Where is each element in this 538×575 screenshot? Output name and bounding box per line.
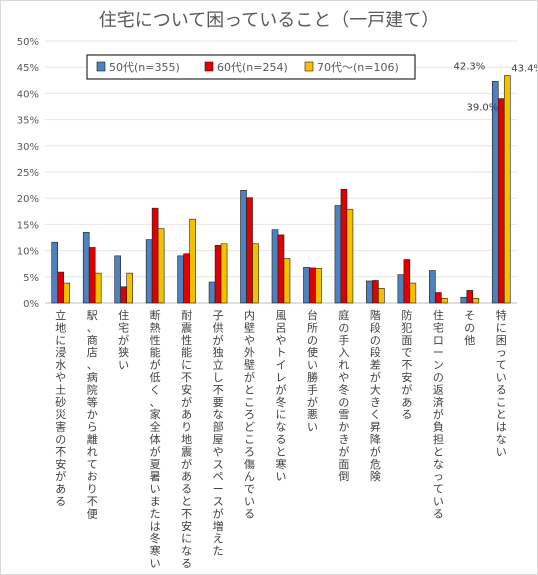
bar bbox=[340, 188, 348, 304]
bar bbox=[309, 267, 316, 304]
bar bbox=[114, 255, 121, 304]
data-label: 43.4% bbox=[511, 64, 537, 75]
bar bbox=[51, 241, 59, 304]
bars bbox=[51, 75, 511, 304]
y-tick-label: 45% bbox=[17, 63, 39, 74]
bar bbox=[126, 272, 133, 304]
y-tick-label: 20% bbox=[17, 194, 39, 205]
category-label: 特に困っていることはない bbox=[496, 308, 507, 458]
bar bbox=[240, 190, 247, 304]
bar bbox=[120, 286, 127, 304]
data-label: 39.0% bbox=[466, 103, 498, 114]
category-label: 台所の使い勝手が悪い bbox=[307, 308, 318, 434]
legend-label: 60代(n=254) bbox=[217, 61, 288, 74]
legend-box bbox=[86, 54, 416, 80]
bar bbox=[503, 75, 511, 304]
gridlines bbox=[45, 40, 517, 304]
bar bbox=[271, 229, 279, 304]
bar bbox=[372, 280, 379, 304]
y-tick-label: 5% bbox=[23, 273, 39, 284]
category-label: 庭の手入れや冬の雪かきが面倒 bbox=[338, 308, 349, 483]
bar bbox=[63, 282, 71, 304]
y-axis-ticks: 0% 5% 10% 15% 20% 25% 30% 35% 40% 45% 50% bbox=[17, 37, 39, 310]
bar bbox=[303, 267, 310, 304]
bar bbox=[491, 81, 499, 304]
bar bbox=[246, 197, 253, 304]
bar bbox=[283, 258, 291, 304]
category-label: 断熱性能が低く、家全体が夏暑いまたは冬寒い bbox=[150, 308, 161, 570]
category-label: 内壁や外壁がところどころ傷んでいる bbox=[244, 308, 255, 520]
y-tick-label: 0% bbox=[23, 299, 39, 310]
bar bbox=[145, 239, 153, 304]
bar bbox=[429, 270, 436, 304]
bar bbox=[189, 218, 196, 304]
data-label: 42.3% bbox=[453, 61, 485, 72]
legend-label: 70代〜(n=106) bbox=[317, 61, 399, 74]
bar bbox=[208, 281, 216, 304]
bar bbox=[472, 297, 480, 304]
y-tick-label: 50% bbox=[17, 37, 39, 48]
bar bbox=[220, 243, 228, 304]
y-tick-label: 10% bbox=[17, 247, 39, 258]
y-tick-label: 15% bbox=[17, 220, 39, 231]
bar bbox=[409, 282, 417, 304]
bar bbox=[435, 292, 442, 304]
bar bbox=[88, 247, 96, 304]
bar bbox=[315, 268, 322, 304]
chart-title: 住宅について困っていること（一戸建て） bbox=[99, 10, 440, 31]
bar bbox=[378, 288, 385, 304]
bar bbox=[277, 234, 285, 304]
category-label: 風呂やトイレが冬になると寒い bbox=[276, 309, 287, 483]
bar bbox=[82, 231, 90, 304]
category-label: 耐震性能に不安があり地震があると不安になる bbox=[181, 309, 192, 570]
bar bbox=[157, 228, 165, 304]
category-label: 駅、商店、病院等から離れており不便 bbox=[87, 309, 98, 520]
category-label: 子供が独立し不要な部屋やスペースが増えた bbox=[213, 309, 224, 558]
y-tick-label: 40% bbox=[17, 89, 39, 100]
category-label: その他 bbox=[464, 309, 475, 347]
category-label: 防犯面で不安がある bbox=[401, 308, 412, 421]
legend-swatch bbox=[96, 61, 106, 72]
data-labels: 42.3% 39.0% 43.4% bbox=[453, 61, 537, 113]
bar bbox=[497, 98, 505, 304]
legend-swatch bbox=[304, 61, 314, 72]
bar bbox=[346, 208, 354, 304]
bar bbox=[151, 207, 159, 304]
category-label: 階段の段差が大きく昇降が危険 bbox=[370, 308, 381, 483]
y-tick-label: 25% bbox=[17, 168, 39, 179]
bar bbox=[252, 243, 259, 304]
legend-swatch bbox=[204, 61, 214, 72]
category-labels: 立地に浸水や土砂災害の不安がある 駅、商店、病院等から離れており不便 住宅が狭い 断熱… bbox=[55, 308, 507, 570]
bar bbox=[334, 205, 342, 304]
bar bbox=[441, 297, 448, 304]
category-label: 住宅ローンの返済が負担となっている bbox=[433, 308, 444, 520]
bar bbox=[94, 272, 102, 304]
bar bbox=[183, 253, 190, 304]
bar bbox=[460, 296, 468, 304]
y-tick-label: 35% bbox=[17, 116, 39, 127]
legend-label: 50代(n=355) bbox=[109, 61, 180, 74]
bar bbox=[403, 259, 411, 304]
category-label: 立地に浸水や土砂災害の不安がある bbox=[55, 308, 66, 508]
y-tick-label: 30% bbox=[17, 142, 39, 153]
bar bbox=[466, 290, 474, 304]
bar bbox=[366, 280, 373, 304]
bar bbox=[177, 255, 184, 304]
bar bbox=[57, 271, 65, 304]
category-label: 住宅が狭い bbox=[118, 308, 129, 372]
legend: 50代(n=355) 60代(n=254) 70代〜(n=106) bbox=[86, 54, 416, 80]
bar bbox=[397, 274, 405, 304]
bar bbox=[214, 245, 222, 304]
